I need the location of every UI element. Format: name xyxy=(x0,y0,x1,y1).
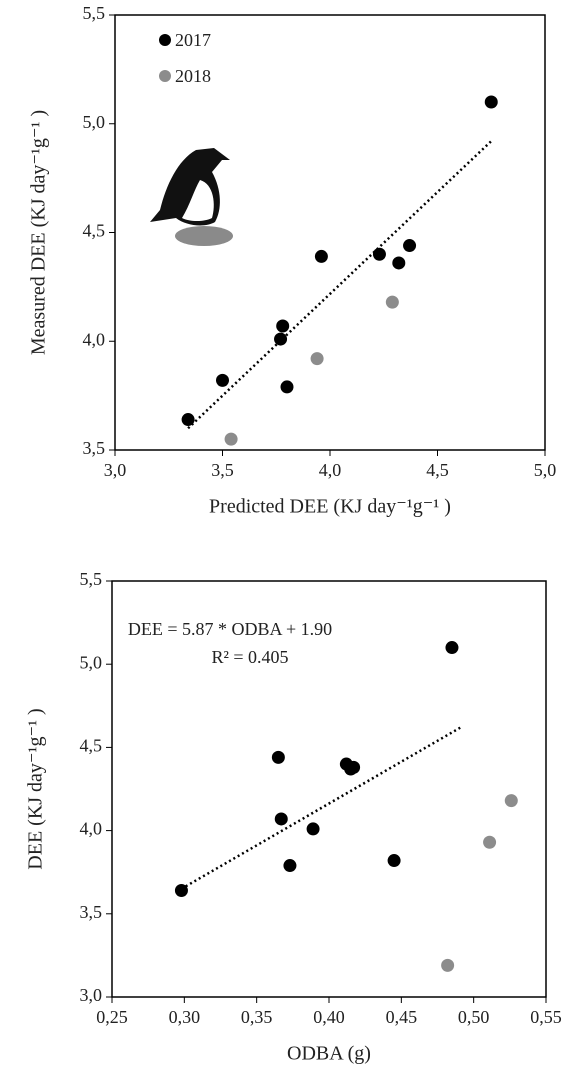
legend-marker xyxy=(159,34,171,46)
data-point xyxy=(271,750,285,764)
y-tick-label: 5,0 xyxy=(83,112,106,132)
y-tick-label: 3,5 xyxy=(80,902,103,922)
rock xyxy=(175,226,233,246)
data-point xyxy=(216,373,229,387)
data-point xyxy=(274,332,288,346)
y-tick-label: 4,0 xyxy=(80,819,103,839)
data-point xyxy=(280,380,294,394)
data-point xyxy=(441,958,455,972)
data-point xyxy=(484,95,498,109)
x-axis-label: Predicted DEE (KJ day⁻¹g⁻¹ ) xyxy=(209,496,451,518)
x-axis-label: ODBA (g) xyxy=(287,1043,371,1065)
data-point xyxy=(403,239,417,253)
y-tick-label: 4,0 xyxy=(83,329,106,349)
data-point xyxy=(314,249,328,263)
legend-label: 2018 xyxy=(175,66,211,86)
bird-icon xyxy=(150,148,233,246)
x-tick-label: 0,40 xyxy=(313,1007,345,1027)
y-tick-label: 3,5 xyxy=(83,438,106,458)
y-axis-label: DEE (KJ day⁻¹g⁻¹ ) xyxy=(25,708,47,869)
x-tick-label: 0,50 xyxy=(458,1007,490,1027)
x-tick-label: 0,45 xyxy=(386,1007,418,1027)
x-tick-label: 0,35 xyxy=(241,1007,273,1027)
data-point xyxy=(392,256,406,270)
data-point xyxy=(283,859,297,873)
data-point xyxy=(445,641,459,655)
x-tick-label: 0,25 xyxy=(96,1007,128,1027)
annotation: DEE = 5.87 * ODBA + 1.90 xyxy=(128,619,332,639)
x-tick-label: 0,30 xyxy=(169,1007,201,1027)
data-point xyxy=(181,413,195,427)
x-tick-label: 4,5 xyxy=(426,460,449,480)
legend-label: 2017 xyxy=(175,30,211,50)
y-tick-label: 4,5 xyxy=(80,736,103,756)
y-tick-label: 5,5 xyxy=(80,569,103,589)
data-point xyxy=(306,822,320,836)
plot-frame xyxy=(111,580,547,998)
data-point xyxy=(483,835,497,849)
data-point xyxy=(276,319,290,333)
x-tick-label: 3,5 xyxy=(211,460,234,480)
data-point xyxy=(385,295,399,309)
y-tick-label: 5,5 xyxy=(83,3,106,23)
x-tick-label: 3,0 xyxy=(104,460,127,480)
trendline xyxy=(187,140,493,430)
data-point xyxy=(274,812,288,826)
data-point xyxy=(224,432,238,446)
trendline xyxy=(180,726,462,890)
data-point xyxy=(347,760,361,774)
bird-belly xyxy=(182,180,214,221)
y-tick-label: 4,5 xyxy=(83,221,106,241)
data-point xyxy=(174,884,188,898)
data-point xyxy=(372,247,386,261)
y-tick-label: 3,0 xyxy=(80,985,103,1005)
y-axis-label: Measured DEE (KJ day⁻¹g⁻¹ ) xyxy=(28,110,50,355)
x-tick-label: 5,0 xyxy=(534,460,557,480)
data-point xyxy=(310,352,324,366)
data-point xyxy=(504,794,518,808)
y-tick-label: 5,0 xyxy=(80,652,103,672)
annotation: R² = 0.405 xyxy=(211,647,288,667)
x-tick-label: 0,55 xyxy=(530,1007,562,1027)
x-tick-label: 4,0 xyxy=(319,460,342,480)
legend-marker xyxy=(159,70,171,82)
data-point xyxy=(387,854,401,868)
